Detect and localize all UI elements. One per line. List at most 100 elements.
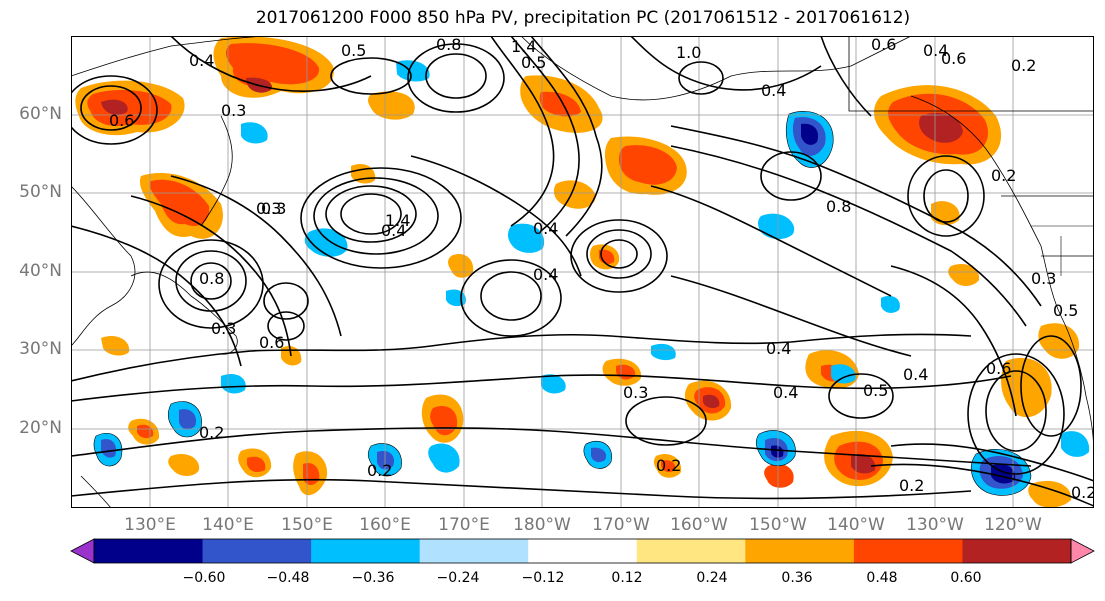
lon-label: 180°W	[513, 515, 571, 535]
precip-blob	[661, 460, 676, 473]
lat-label: 40°N	[19, 261, 62, 281]
precip-blob	[179, 409, 197, 430]
precip-blob	[881, 295, 900, 313]
precip-blob	[168, 453, 200, 476]
pv-contour	[71, 374, 1012, 402]
pv-contour	[71, 225, 242, 367]
colorbar-segment	[528, 539, 638, 563]
lat-label: 60°N	[19, 104, 62, 124]
contour-label: 1.0	[676, 43, 701, 62]
pv-contour	[530, 36, 603, 237]
pv-contour	[670, 125, 1042, 307]
precip-blob	[137, 424, 154, 439]
colorbar-tick-label: −0.60	[182, 570, 226, 586]
pv-contour	[630, 36, 822, 91]
pv-contour	[71, 75, 158, 145]
contour-label: 0.6	[986, 359, 1011, 378]
pv-contour	[670, 145, 1027, 327]
contour-label: 0.4	[533, 219, 558, 238]
precip-blob	[919, 112, 963, 143]
pv-contour	[130, 195, 292, 357]
lon-label: 140°E	[202, 515, 254, 535]
colorbar-segment	[853, 539, 963, 563]
contour-label: 0.8	[199, 269, 224, 288]
colorbar-segment	[636, 539, 746, 563]
pv-contour	[300, 167, 462, 269]
precip-blob	[539, 91, 581, 117]
contour-label: 1.4	[385, 211, 410, 230]
pv-contour	[325, 185, 417, 243]
contour-label: 0.3	[623, 383, 648, 402]
precip-blob	[149, 179, 210, 226]
contour-label: 0.4	[903, 365, 928, 384]
lon-label: 160°E	[359, 515, 411, 535]
lon-label: 160°W	[670, 515, 728, 535]
contour-label: 1.4	[511, 37, 536, 56]
precip-blob	[101, 335, 130, 356]
pv-contour	[625, 396, 707, 446]
colorbar-extend-low	[70, 538, 95, 564]
precip-blob	[553, 180, 596, 209]
lon-label: 140°W	[827, 515, 885, 535]
contour-label: 0.4	[766, 339, 791, 358]
pv-contour	[586, 229, 652, 279]
contour-label: 0.5	[521, 53, 546, 72]
colorbar-tick-label: 0.48	[866, 570, 898, 586]
contour-label: 0.2	[1011, 56, 1036, 75]
colorbar-segment	[745, 539, 855, 563]
pv-contour	[907, 155, 985, 237]
precip-shading	[75, 36, 1090, 508]
lon-label: 150°W	[749, 515, 807, 535]
colorbar-segment	[202, 539, 312, 563]
colorbar-segment	[962, 539, 1072, 563]
precip-blob	[87, 89, 172, 127]
precip-blob	[304, 228, 348, 257]
contour-label: 0.6	[259, 333, 284, 352]
pv-contour	[967, 353, 1065, 475]
lon-label: 170°W	[592, 515, 650, 535]
colorbar-tick-label: −0.48	[266, 570, 310, 586]
precip-blob	[1028, 480, 1072, 508]
contour-label: 0.8	[826, 197, 851, 216]
precip-blob	[101, 438, 117, 458]
pv-contour	[490, 36, 555, 227]
pv-contour	[480, 271, 542, 321]
precip-blob	[508, 223, 545, 253]
map-panel: 0.4 0.5 0.8 1.4 1.0 0.4 0.6 0.4 0.2 0.3 …	[71, 36, 1094, 508]
contour-label: 0.4	[761, 81, 786, 100]
pv-contour	[650, 185, 892, 297]
figure-title: 2017061200 F000 850 hPa PV, precipitatio…	[255, 8, 911, 28]
colorbar-tick-label: 0.24	[696, 570, 728, 586]
pv-contour	[267, 311, 305, 341]
pv-contour	[923, 169, 969, 223]
precip-blob	[221, 373, 246, 394]
map-frame	[71, 36, 1094, 508]
pv-contour	[71, 333, 972, 382]
colorbar-tick-label: 0.12	[611, 570, 643, 586]
pv-contour	[71, 478, 972, 500]
precip-blob	[771, 445, 784, 458]
precip-outlines	[93, 111, 1032, 496]
contour-labels: 0.4 0.5 0.8 1.4 1.0 0.4 0.6 0.4 0.2 0.3 …	[109, 36, 1094, 502]
pv-contour	[330, 57, 412, 95]
boundaries	[1031, 225, 1094, 276]
lon-label: 150°E	[281, 515, 333, 535]
contour-label: 0.6	[871, 36, 896, 54]
contour-label: 0.2	[656, 456, 681, 475]
precip-blob	[428, 443, 460, 473]
contour-label: 0.3	[211, 319, 236, 338]
pv-contour	[890, 265, 1017, 417]
lat-label: 20°N	[19, 418, 62, 438]
colorbar-segment	[311, 539, 421, 563]
precip-blob	[368, 91, 415, 120]
contour-label: 0.8	[436, 36, 461, 54]
contour-label: 0.4	[381, 221, 406, 240]
contour-label: 0.2	[199, 423, 224, 442]
pv-contour	[460, 259, 562, 337]
pv-contour	[760, 151, 822, 201]
pv-contour	[263, 282, 309, 320]
precip-blob	[541, 374, 566, 394]
contour-label: 0.3	[261, 199, 286, 218]
lon-label: 170°E	[438, 515, 490, 535]
precip-blob	[377, 450, 395, 470]
